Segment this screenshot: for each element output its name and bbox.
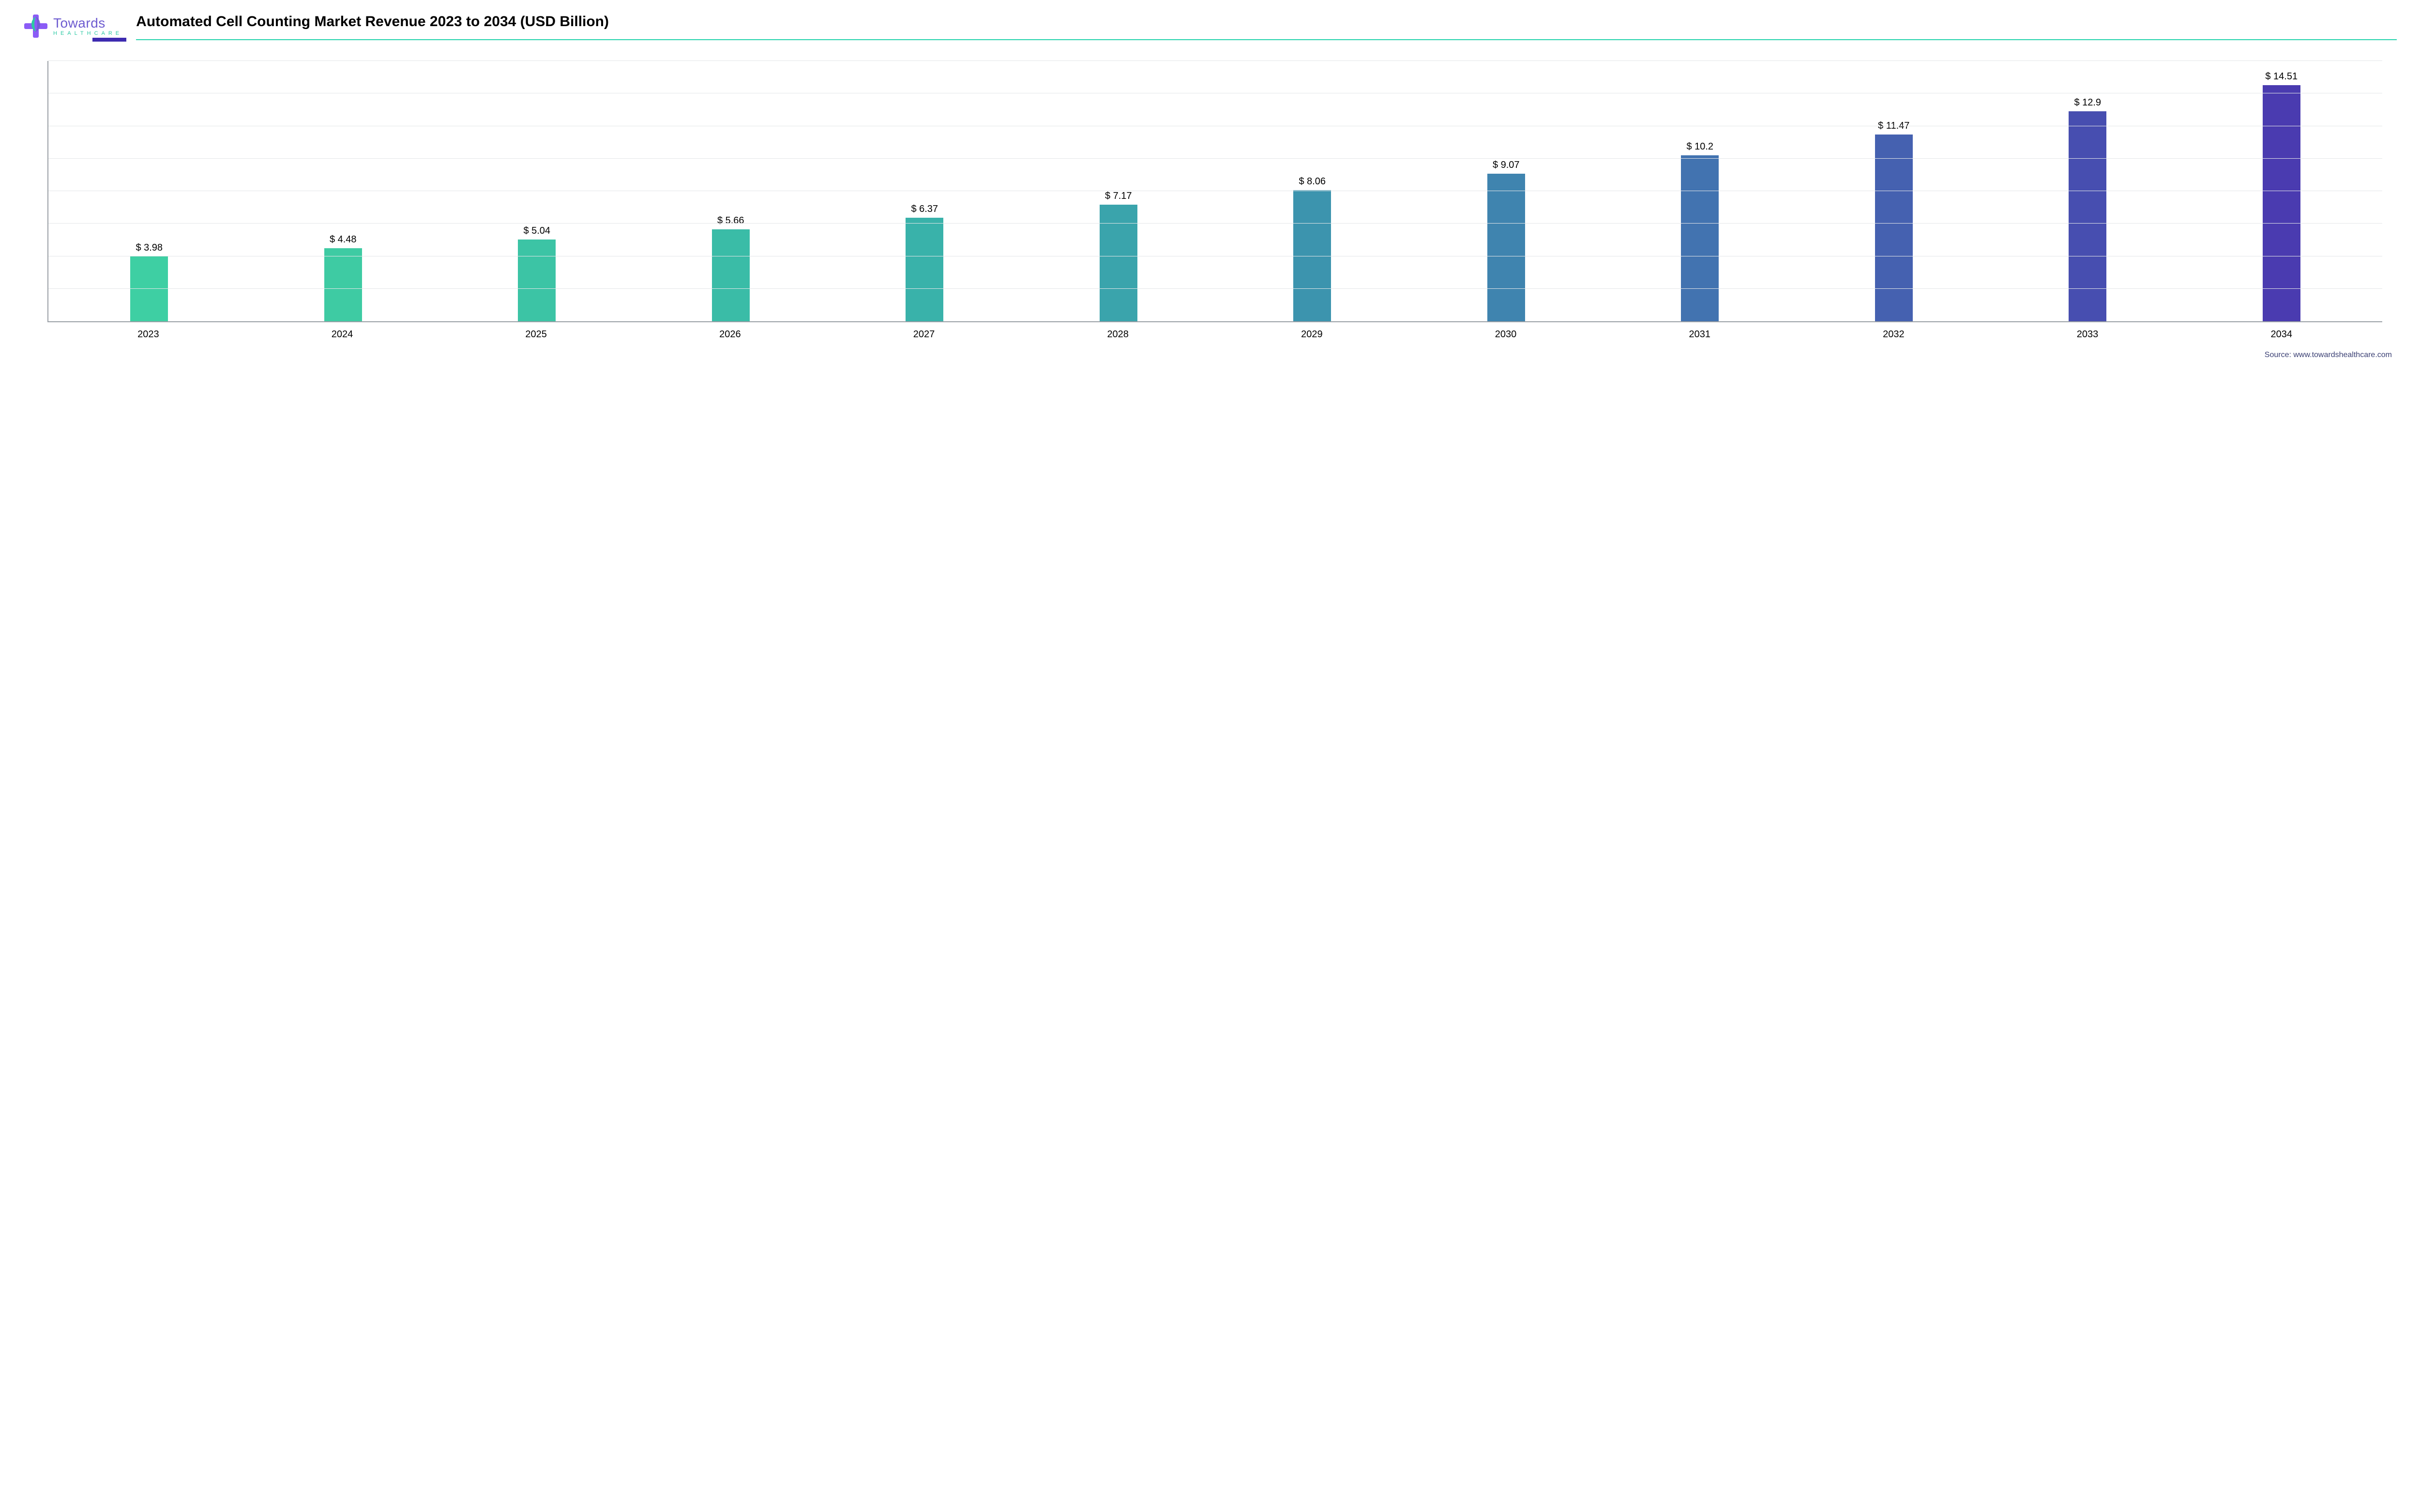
- chart-x-label: 2030: [1409, 329, 1603, 340]
- chart-value-label: $ 6.37: [911, 204, 938, 215]
- chart-value-label: $ 9.07: [1493, 160, 1520, 171]
- chart-x-label: 2034: [2184, 329, 2378, 340]
- chart-bar-slot: $ 3.98: [52, 61, 246, 321]
- chart-grid-line: [48, 223, 2382, 224]
- chart-bar: [130, 256, 168, 321]
- chart-bar-slot: $ 9.07: [1409, 61, 1603, 321]
- chart-plot-area: $ 3.98 $ 4.48 $ 5.04 $ 5.66 $ 6.37 $ 7.17 $ 8.…: [47, 61, 2382, 322]
- logo: Towards HEALTHCARE: [23, 14, 122, 39]
- chart-bar-slot: $ 14.51: [2185, 61, 2379, 321]
- chart-bar-slot: $ 11.47: [1797, 61, 1991, 321]
- chart-grid-line: [48, 60, 2382, 61]
- chart-x-label: 2023: [51, 329, 245, 340]
- logo-text: Towards HEALTHCARE: [53, 16, 122, 37]
- chart-bar: [518, 240, 556, 321]
- chart-x-label: 2027: [827, 329, 1021, 340]
- header: Towards HEALTHCARE Automated Cell Counti…: [23, 14, 2397, 42]
- title-rule: [136, 38, 2397, 42]
- chart-bar: [324, 248, 362, 321]
- chart-grid-line: [48, 288, 2382, 289]
- chart-value-label: $ 10.2: [1686, 141, 1713, 152]
- chart-bar-slot: $ 4.48: [246, 61, 440, 321]
- title-underline: [136, 39, 2397, 40]
- title-accent-bar: [92, 38, 126, 42]
- title-block: Automated Cell Counting Market Revenue 2…: [136, 14, 2397, 42]
- chart-value-label: $ 5.04: [523, 225, 550, 237]
- chart-x-label: 2025: [439, 329, 633, 340]
- chart: $ 3.98 $ 4.48 $ 5.04 $ 5.66 $ 6.37 $ 7.17 $ 8.…: [23, 61, 2397, 340]
- chart-value-label: $ 11.47: [1878, 120, 1909, 132]
- chart-bar: [712, 229, 750, 321]
- chart-bar: [906, 218, 943, 321]
- chart-bar-slot: $ 10.2: [1603, 61, 1797, 321]
- chart-value-label: $ 4.48: [330, 234, 357, 245]
- chart-grid-line: [48, 158, 2382, 159]
- chart-bar-slot: $ 5.04: [440, 61, 634, 321]
- chart-bar: [1487, 174, 1525, 321]
- chart-x-label: 2028: [1021, 329, 1215, 340]
- chart-bars: $ 3.98 $ 4.48 $ 5.04 $ 5.66 $ 6.37 $ 7.17 $ 8.…: [48, 61, 2382, 321]
- chart-x-label: 2024: [245, 329, 439, 340]
- logo-brand: Towards: [53, 16, 122, 30]
- chart-bar-slot: $ 8.06: [1215, 61, 1409, 321]
- chart-value-label: $ 3.98: [136, 242, 163, 254]
- chart-bar: [1100, 205, 1137, 321]
- chart-value-label: $ 7.17: [1105, 191, 1132, 202]
- logo-mark-icon: [23, 14, 48, 39]
- chart-bar-slot: $ 5.66: [634, 61, 828, 321]
- chart-value-label: $ 12.9: [2074, 97, 2101, 108]
- chart-x-label: 2026: [633, 329, 827, 340]
- logo-subtitle: HEALTHCARE: [53, 31, 122, 37]
- chart-bar-slot: $ 12.9: [1991, 61, 2185, 321]
- chart-value-label: $ 5.66: [717, 215, 744, 226]
- chart-value-label: $ 8.06: [1299, 176, 1326, 187]
- chart-bar: [2263, 85, 2300, 321]
- chart-x-label: 2033: [1991, 329, 2185, 340]
- chart-title: Automated Cell Counting Market Revenue 2…: [136, 14, 2397, 30]
- source-attribution: Source: www.towardshealthcare.com: [23, 351, 2397, 359]
- chart-bar-slot: $ 6.37: [828, 61, 1022, 321]
- chart-x-label: 2029: [1215, 329, 1409, 340]
- chart-bar: [2069, 111, 2106, 321]
- chart-value-label: $ 14.51: [2265, 71, 2298, 82]
- chart-x-axis: 2023202420252026202720282029203020312032…: [47, 322, 2382, 340]
- chart-bar-slot: $ 7.17: [1022, 61, 1216, 321]
- chart-bar: [1681, 155, 1719, 321]
- chart-x-label: 2031: [1603, 329, 1797, 340]
- chart-bar: [1875, 135, 1913, 321]
- chart-x-label: 2032: [1797, 329, 1991, 340]
